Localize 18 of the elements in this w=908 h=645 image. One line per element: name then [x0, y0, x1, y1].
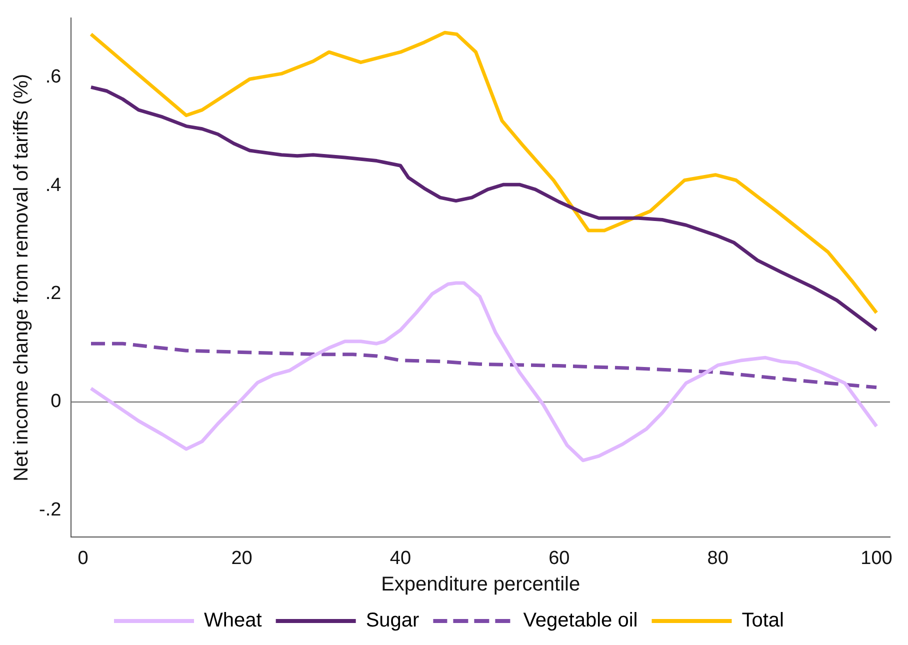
y-tick-label: .2 — [45, 283, 62, 304]
legend-label: Vegetable oil — [523, 610, 638, 632]
y-axis-title: Net income change from removal of tariffs (%) — [10, 74, 33, 482]
legend-label: Wheat — [204, 610, 262, 632]
y-tick-label: -.2 — [38, 499, 62, 520]
x-tick-label: 60 — [548, 548, 570, 569]
x-tick-label: 20 — [231, 548, 252, 569]
y-tick-label: .6 — [45, 66, 62, 88]
y-tick-label: 0 — [50, 391, 62, 412]
x-axis-title: Expenditure percentile — [381, 574, 580, 596]
line-series — [89, 342, 878, 390]
x-tick-label: 40 — [390, 548, 412, 569]
legend-label: Total — [742, 610, 784, 632]
x-tick-label: 0 — [78, 548, 88, 569]
x-tick-label: 100 — [860, 548, 892, 569]
x-tick-label: 80 — [707, 548, 728, 569]
y-tick-label: .4 — [45, 174, 62, 196]
legend-label: Sugar — [366, 610, 420, 632]
